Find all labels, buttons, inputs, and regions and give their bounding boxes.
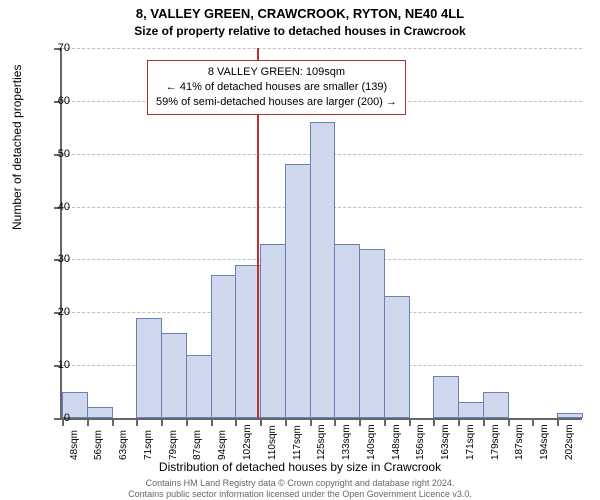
x-tick [186, 420, 188, 426]
chart-subtitle: Size of property relative to detached ho… [0, 24, 600, 38]
histogram-bar [211, 275, 237, 418]
x-tick-label: 148sqm [391, 424, 402, 460]
x-tick [260, 420, 262, 426]
histogram-bar [186, 355, 212, 418]
x-tick-label: 48sqm [69, 430, 80, 460]
y-axis-title: Number of detached properties [10, 65, 24, 230]
x-tick [458, 420, 460, 426]
x-tick [310, 420, 312, 426]
x-tick [532, 420, 534, 426]
x-tick [557, 420, 559, 426]
histogram-bar [359, 249, 385, 418]
y-tick-label: 10 [58, 359, 70, 371]
x-tick [409, 420, 411, 426]
y-tick [54, 418, 60, 420]
x-tick-label: 56sqm [93, 430, 104, 460]
x-tick-label: 94sqm [217, 430, 228, 460]
x-tick [161, 420, 163, 426]
x-tick-label: 79sqm [168, 430, 179, 460]
histogram-bar [458, 402, 484, 418]
y-tick-label: 20 [58, 306, 70, 318]
x-tick [211, 420, 213, 426]
chart-title: 8, VALLEY GREEN, CRAWCROOK, RYTON, NE40 … [0, 6, 600, 21]
x-tick-label: 102sqm [242, 424, 253, 460]
histogram-bar [310, 122, 336, 418]
x-tick-label: 194sqm [539, 424, 550, 460]
footer-line-1: Contains HM Land Registry data © Crown c… [0, 478, 600, 488]
y-tick-label: 30 [58, 253, 70, 265]
x-tick [334, 420, 336, 426]
y-tick-label: 60 [58, 95, 70, 107]
plot-area: 8 VALLEY GREEN: 109sqm← 41% of detached … [60, 48, 582, 420]
histogram-bar [285, 164, 311, 418]
x-tick-label: 71sqm [143, 430, 154, 460]
x-tick [359, 420, 361, 426]
x-tick-label: 125sqm [316, 424, 327, 460]
x-tick-label: 163sqm [440, 424, 451, 460]
y-tick-label: 70 [58, 42, 70, 54]
chart-container: 8, VALLEY GREEN, CRAWCROOK, RYTON, NE40 … [0, 0, 600, 500]
x-tick-label: 133sqm [341, 424, 352, 460]
histogram-bar [260, 244, 286, 418]
x-tick-label: 187sqm [514, 424, 525, 460]
x-tick-label: 140sqm [366, 424, 377, 460]
histogram-bar [161, 333, 187, 418]
x-tick [136, 420, 138, 426]
histogram-bar [483, 392, 509, 418]
x-tick-label: 63sqm [118, 430, 129, 460]
y-tick-label: 50 [58, 148, 70, 160]
marker-info-line: 59% of semi-detached houses are larger (… [156, 95, 397, 110]
marker-info-line: 8 VALLEY GREEN: 109sqm [156, 65, 397, 80]
x-tick [112, 420, 114, 426]
x-tick-label: 179sqm [490, 424, 501, 460]
x-tick [285, 420, 287, 426]
x-tick-label: 202sqm [564, 424, 575, 460]
x-tick-label: 110sqm [267, 425, 278, 460]
marker-info-box: 8 VALLEY GREEN: 109sqm← 41% of detached … [147, 60, 406, 115]
x-tick [384, 420, 386, 426]
x-tick-label: 87sqm [192, 430, 203, 460]
x-tick [508, 420, 510, 426]
x-tick [87, 420, 89, 426]
x-tick-label: 171sqm [465, 424, 476, 460]
x-tick-label: 156sqm [415, 424, 426, 460]
y-tick-label: 40 [58, 201, 70, 213]
y-tick-label: 0 [64, 412, 70, 424]
x-tick [235, 420, 237, 426]
x-tick [483, 420, 485, 426]
histogram-bar [334, 244, 360, 418]
x-tick [433, 420, 435, 426]
grid-line [62, 48, 582, 49]
histogram-bar [557, 413, 583, 418]
histogram-bar [433, 376, 459, 418]
histogram-bar [87, 407, 113, 418]
histogram-bar [136, 318, 162, 418]
marker-info-line: ← 41% of detached houses are smaller (13… [156, 80, 397, 95]
histogram-bar [384, 296, 410, 418]
footer-line-2: Contains public sector information licen… [0, 489, 600, 499]
x-axis-title: Distribution of detached houses by size … [0, 460, 600, 474]
x-tick-label: 117sqm [292, 425, 303, 460]
